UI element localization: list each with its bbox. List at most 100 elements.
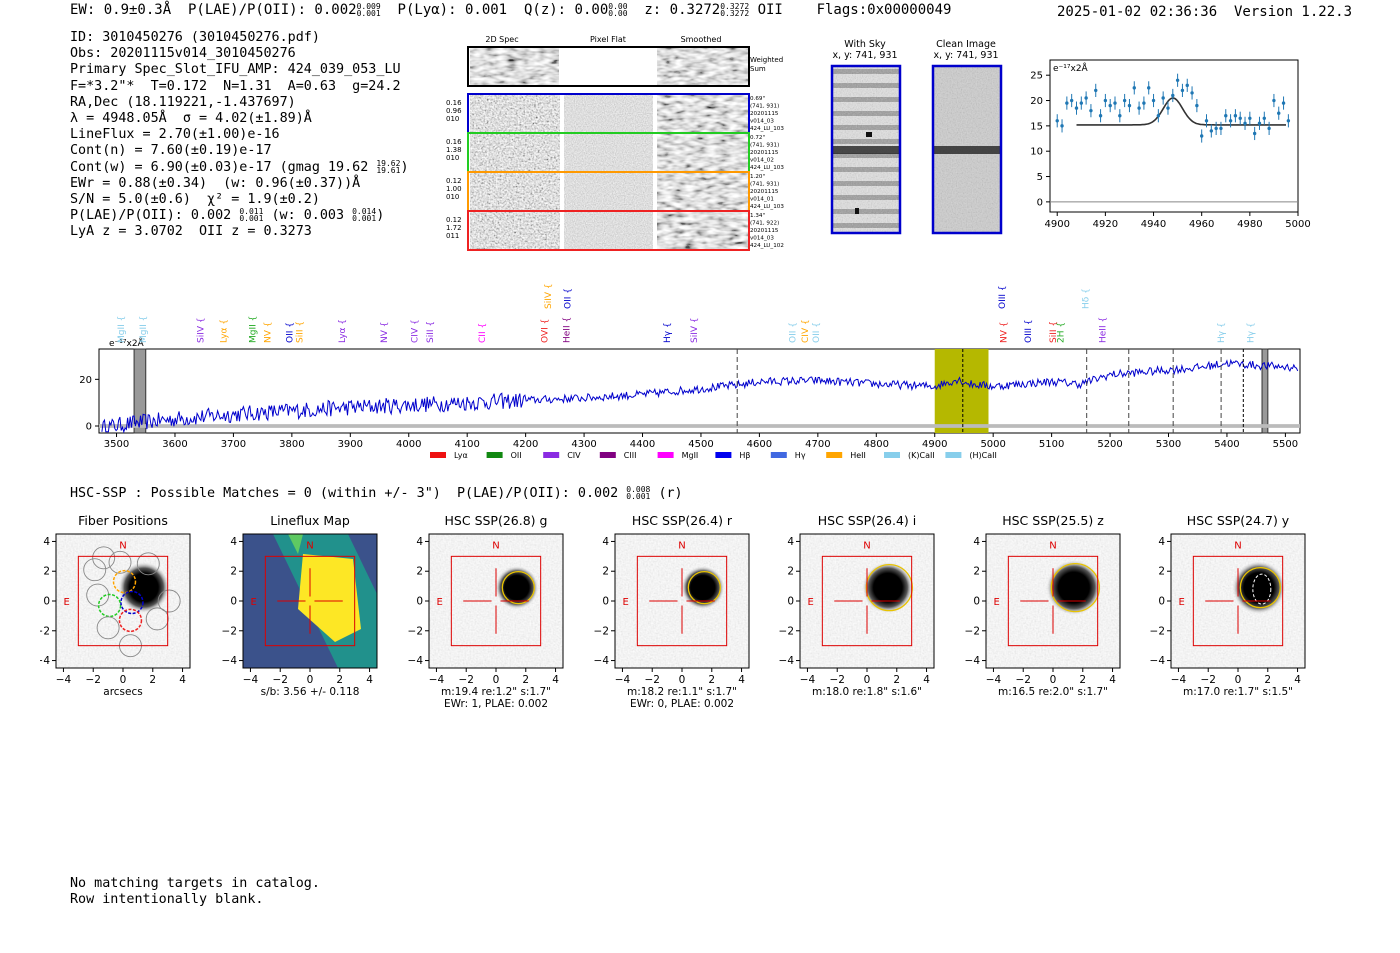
fit-point [1228,119,1233,123]
fit-point [1156,114,1161,118]
spectrum-xtick-label: 3700 [221,439,246,450]
aperture-ellipse [865,563,913,612]
spectrum-xtick-label: 5500 [1273,439,1298,450]
panel-background [429,534,563,668]
line-label-CIV: CIV { [801,319,811,343]
fit-point [1190,91,1194,95]
ytick-label: 0 [230,596,237,608]
cutout-left-3-0: 0.12 [446,216,462,224]
xtick-label: −4 [243,674,259,686]
ytick-label: 2 [416,566,423,578]
line-fit-chart: 4900 4920 4940 4960 4980 5000 0 5 10 15 20 25 e⁻¹⁷x2… [1030,59,1311,230]
legend-swatch [715,452,732,458]
fit-xtick-label: 4940 [1141,219,1166,230]
clean-coords: x, y: 741, 931 [933,50,998,61]
info-fwhm: F=*3.2"* T=0.172 N=1.31 A=0.63 g=24.2 [70,78,401,94]
fit-point [1195,103,1199,108]
cutout-left-1-1: 1.38 [446,146,462,154]
fiber-circle [96,616,120,640]
fiber-circle [120,590,144,615]
ytick-label: −4 [594,655,610,667]
legend-label: Lyα [454,451,468,460]
error-band [99,424,1300,428]
cutout-left-1-2: 010 [446,154,459,162]
fit-ytick-label: 0 [1037,197,1043,208]
ytick-label: 0 [1158,596,1165,608]
panel-caption: EWr: 1, PLAE: 0.002 [444,698,548,710]
fit-point [1089,108,1093,113]
cutout-right-1-2: 20201115 [750,150,779,156]
spectrum-xtick-label: 4200 [513,439,538,450]
xtick-label: 2 [149,674,156,686]
with-sky-title: With Sky [844,39,886,50]
compass-n: N [306,540,313,551]
fit-point [1252,131,1257,136]
info-plae: P(LAE)/P(OII): 0.002 0.011 0.001 (w: 0.00… [70,207,385,224]
fit-point [1098,114,1103,118]
ytick-label: 0 [787,596,794,608]
spectrum-xtick-label: 4900 [922,439,947,450]
fit-point [1147,86,1151,90]
fit-ytick-label: 5 [1037,172,1043,183]
xtick-label: 2 [1079,674,1086,686]
compass-n: N [863,540,870,551]
weighted-label-2: Sum [750,65,766,73]
compass-n: N [1234,540,1241,551]
line-label-MgII: MgII { [249,316,259,343]
cutout-right-3-1: (741, 922) [750,221,779,227]
line-label-NV: NV { [380,322,390,343]
spectrum-xtick-label: 5100 [1039,439,1064,450]
spectrum-xtick-label: 5400 [1214,439,1239,450]
xtick-label: −4 [56,674,72,686]
fiber-circle [97,593,122,618]
fiber-circle [83,558,107,582]
xtick-label: −2 [458,674,473,686]
fit-point [1074,106,1079,110]
legend-label: Hβ [739,451,750,460]
fit-point [1257,121,1262,126]
spectrum-xtick-label: 3600 [162,439,187,450]
legend-swatch [770,452,787,458]
cutout-right-0-0: 0.69" [750,96,765,102]
cutout-left-0-2: 010 [446,115,459,123]
line-label-MgII: MgII { [117,316,127,343]
xtick-label: 4 [366,674,373,686]
cutout-left-2-1: 1.00 [446,185,462,193]
timestamp-version: 2025-01-02 02:36:36 Version 1.22.3 [1057,4,1353,20]
lineflux-peak [298,554,361,642]
line-label-Hγ: Hγ { [663,322,673,343]
fit-point [1137,106,1141,110]
info-ewr: EWr = 0.88(±0.34) (w: 0.96(±0.37))Å [70,175,361,191]
header-summary: EW: 0.9±0.3Å P(LAE)/P(OII): 0.0020.009 0.… [70,2,952,18]
ytick-label: 0 [973,596,980,608]
fit-xtick-label: 4960 [1189,219,1214,230]
compass-e: E [250,597,256,608]
aperture-ellipse [1050,562,1100,613]
xtick-label: 4 [1109,674,1116,686]
line-label-OIII: OIII { [1024,319,1034,343]
panel-title: Fiber Positions [78,513,168,528]
cutout-pixelflat-1 [564,134,653,171]
fit-point [1094,88,1098,93]
fit-point [1185,83,1189,88]
cutout-right-3-4: 424_LU_102 [750,243,784,249]
ytick-label: 0 [416,596,423,608]
fit-point [1199,134,1204,138]
panel-caption: m:18.2 re:1.1" s:1.7" [627,686,737,698]
cutout-left-0-1: 0.96 [446,107,462,115]
cutout-pixelflat-2 [564,173,653,210]
spectrum-ytick-label: 20 [79,375,92,386]
ytick-label: 4 [973,536,980,548]
cutout-left-3-2: 011 [446,232,459,240]
line-label-SiII: SiII { [295,321,305,343]
aperture-inner [1252,573,1272,605]
legend-label: CIV [567,451,581,460]
masked-band [133,348,147,434]
panel-1: Lineflux Map N E −4 −4 −2 −2 0 0 2 2 4 4 s/b: 3.56 +/… [222,513,378,698]
spectrum-xtick-label: 3900 [338,439,363,450]
fit-point [1151,98,1156,103]
cutout-right-0-3: v014_03 [750,119,774,125]
fit-point [1166,106,1170,110]
